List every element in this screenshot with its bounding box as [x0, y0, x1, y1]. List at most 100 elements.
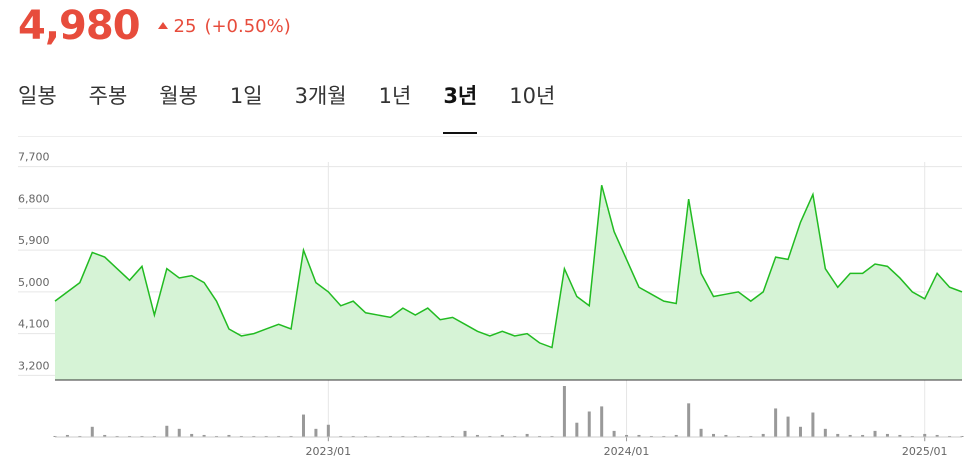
x-tick-label: 2023/01: [305, 445, 351, 458]
y-tick-label: 4,100: [18, 318, 50, 331]
change-pct: (+0.50%): [204, 15, 291, 37]
y-tick-label: 7,700: [18, 151, 50, 164]
volume-bar: [550, 435, 554, 437]
period-tab[interactable]: 3년: [443, 80, 478, 134]
period-tab[interactable]: 주봉: [88, 84, 128, 108]
volume-bar: [264, 435, 268, 437]
volume-bar: [451, 435, 455, 437]
volume-bar: [252, 435, 256, 437]
period-tabs: 일봉 주봉 월봉 1일 3개월 1년 3년 10년: [18, 80, 587, 134]
volume-bar: [749, 435, 753, 437]
volume-bar: [612, 430, 616, 437]
volume-bar: [488, 435, 492, 437]
change: 25: [157, 15, 197, 37]
volume-bar: [364, 435, 368, 437]
volume-bar: [724, 434, 728, 437]
volume-bar: [177, 428, 181, 437]
volume-bar: [538, 435, 542, 437]
volume-bar: [202, 434, 206, 437]
volume-bar: [289, 435, 293, 437]
volume-bar: [873, 430, 877, 437]
volume-bar: [923, 433, 927, 437]
volume-bar: [910, 435, 914, 437]
y-tick-label: 5,000: [18, 276, 50, 289]
area: [55, 185, 962, 380]
volume-bar: [239, 435, 243, 437]
period-tab[interactable]: 일봉: [18, 84, 57, 108]
x-tick-label: 2024/01: [604, 445, 650, 458]
volume-bar: [525, 433, 529, 437]
volume-bar: [774, 408, 778, 437]
volume-bar: [215, 435, 219, 437]
volume-bar: [140, 435, 144, 437]
volume-bar: [948, 435, 952, 437]
volume-bar: [53, 435, 57, 437]
volume-bar: [848, 434, 852, 437]
volume-bar: [935, 434, 939, 437]
volume-bar: [811, 412, 815, 437]
price: 4,980: [18, 3, 141, 49]
volume-bar: [314, 428, 318, 437]
volume-bar: [165, 425, 169, 437]
volume-bar: [413, 435, 417, 437]
volume-bar: [190, 433, 194, 437]
period-tab[interactable]: 3개월: [294, 84, 347, 108]
volume-bar: [500, 434, 504, 437]
period-tab[interactable]: 1일: [229, 84, 263, 108]
volume-bar: [712, 433, 716, 437]
volume-bar: [562, 386, 566, 437]
y-tick-label: 6,800: [18, 192, 50, 205]
volume-bar: [513, 435, 517, 437]
volume-bar: [227, 434, 231, 437]
volume-bar: [401, 435, 405, 437]
price-line: [54, 184, 963, 349]
volume-bar: [674, 434, 678, 437]
volume-bar: [662, 435, 666, 437]
volume-bar: [152, 435, 156, 437]
volume-bar: [575, 422, 579, 437]
volume-bar: [861, 434, 865, 437]
period-tab[interactable]: 월봉: [159, 84, 198, 108]
volume-bar: [115, 435, 119, 437]
volume-bar: [426, 435, 430, 437]
volume-bar: [637, 434, 641, 437]
volume-bar: [898, 434, 902, 437]
volume-bar: [736, 435, 740, 437]
period-tab[interactable]: 10년: [509, 84, 556, 108]
volume-bar: [625, 434, 629, 437]
volume-bar: [885, 433, 889, 437]
volume-bar: [798, 426, 802, 437]
volume-bar: [786, 416, 790, 437]
y-tick-label: 3,200: [18, 359, 50, 372]
volume-bar: [475, 434, 479, 437]
volume-bar: [463, 430, 467, 437]
quote-header: 4,980 25 (+0.50%): [18, 0, 291, 52]
period-tab[interactable]: 1년: [378, 84, 412, 108]
up-arrow: [157, 21, 168, 29]
volume-bar: [823, 428, 827, 437]
volume-bar: [438, 435, 442, 437]
volume-bar: [687, 403, 691, 437]
volume-bar: [277, 435, 281, 437]
divider: [18, 136, 962, 137]
y-tick-label: 5,900: [18, 234, 50, 247]
volume-bar: [699, 428, 703, 437]
volume-bar: [78, 435, 82, 437]
volume-bar: [301, 414, 305, 437]
volume-bar: [90, 426, 94, 437]
volume-bar: [103, 434, 107, 437]
volume-bar: [376, 435, 380, 437]
volume-bar: [649, 435, 653, 437]
volume-bar: [326, 424, 330, 437]
volume-bar: [960, 435, 964, 437]
volume-bar: [351, 435, 355, 437]
change-value: 25: [173, 15, 197, 37]
x-tick-label: 2025/01: [902, 445, 948, 458]
volume-bar: [836, 433, 840, 437]
volume-bar: [761, 433, 765, 437]
volume-bar: [587, 411, 591, 437]
volume-bar: [65, 434, 69, 437]
volume-bar: [600, 406, 604, 437]
